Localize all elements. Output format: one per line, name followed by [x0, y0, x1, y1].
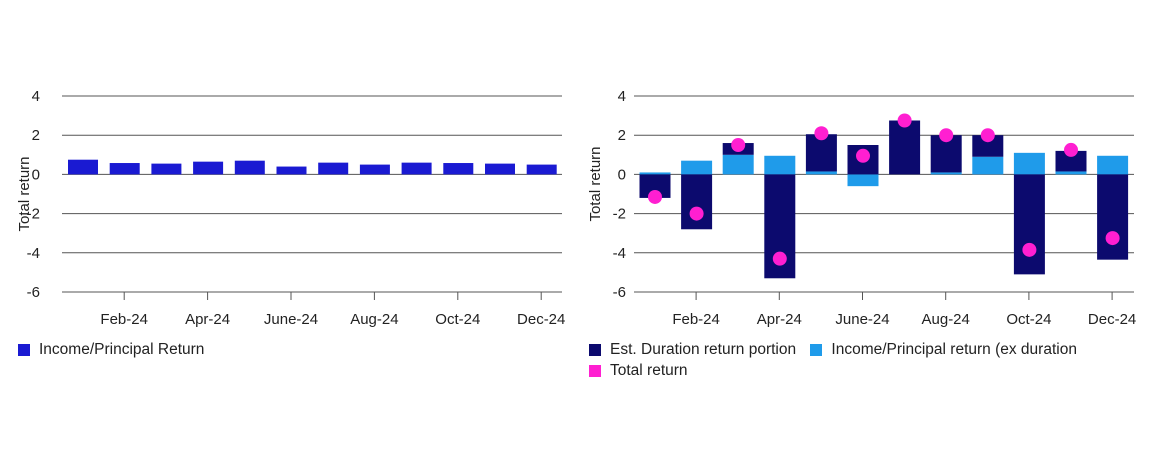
bar	[276, 166, 307, 175]
x-tick-label: Oct-24	[1006, 311, 1051, 328]
bar	[109, 163, 140, 175]
legend-label-total-return: Total return	[610, 362, 688, 379]
bar	[526, 164, 557, 175]
legend-swatch-income-principal	[18, 343, 30, 356]
legend-item-income-principal: Income/Principal Return	[18, 339, 204, 360]
y-axis-title: Total return	[16, 156, 33, 231]
bar	[805, 171, 837, 175]
y-tick-label: 2	[32, 127, 40, 144]
x-tick-label: Oct-24	[435, 311, 480, 328]
legend-label-income-ex-duration: Income/Principal return (ex duration	[831, 341, 1077, 358]
x-tick-label: Feb-24	[672, 311, 720, 328]
bar	[681, 174, 713, 230]
y-axis-title: Total return	[587, 146, 604, 221]
x-tick-label: Apr-24	[185, 311, 230, 328]
bar	[1055, 171, 1087, 175]
bar	[443, 163, 474, 175]
total-return-point	[856, 148, 870, 163]
x-tick-label: Feb-24	[100, 311, 148, 328]
legend-swatch-duration	[589, 343, 601, 356]
x-tick-label: Dec-24	[1088, 311, 1136, 328]
legend-item-income-ex-duration: Income/Principal return (ex duration	[810, 339, 1077, 360]
bar	[1097, 155, 1129, 175]
x-tick-label: Aug-24	[350, 311, 398, 328]
legend-right: Est. Duration return portion Income/Prin…	[589, 339, 1087, 381]
y-tick-label: -4	[27, 245, 40, 262]
total-return-point	[897, 113, 912, 128]
bar	[234, 160, 265, 175]
bar	[1013, 174, 1045, 275]
bar	[972, 135, 1004, 157]
legend-label-duration: Est. Duration return portion	[610, 341, 797, 358]
y-tick-label: 2	[618, 127, 626, 144]
legend-item-total-return: Total return	[589, 360, 688, 381]
y-tick-label: 0	[32, 166, 40, 183]
bar	[972, 156, 1004, 175]
legend-left: Income/Principal Return	[18, 339, 214, 360]
bar	[1097, 174, 1129, 260]
y-tick-label: 0	[618, 166, 626, 183]
y-tick-label: -6	[613, 284, 626, 301]
legend-label-income-principal: Income/Principal Return	[39, 341, 205, 358]
x-tick-label: Aug-24	[922, 311, 970, 328]
total-return-point	[1064, 142, 1078, 157]
bar	[68, 159, 98, 175]
bar	[930, 172, 962, 175]
y-tick-label: -4	[613, 245, 626, 262]
total-return-point	[1105, 231, 1120, 246]
bar	[401, 162, 432, 175]
y-tick-label: 4	[618, 88, 626, 105]
bar	[722, 154, 754, 175]
bar	[1055, 150, 1087, 172]
bar	[1013, 152, 1045, 175]
bar	[318, 162, 349, 175]
bar	[889, 120, 921, 175]
bar	[764, 155, 796, 175]
x-tick-label: June-24	[264, 311, 318, 328]
bar	[805, 134, 837, 172]
x-tick-label: Apr-24	[757, 311, 802, 328]
total-return-point	[689, 206, 704, 221]
total-return-point	[980, 128, 995, 143]
legend-item-duration: Est. Duration return portion	[589, 339, 796, 360]
bar	[847, 174, 879, 187]
legend-swatch-income-ex-duration	[810, 343, 823, 356]
chart-income-principal: 4 2 0 -2 -4 -6 Total return Feb-24 Apr-24 June-24…	[16, 88, 565, 328]
bar	[639, 174, 671, 198]
total-return-point	[814, 126, 829, 141]
y-tick-label: 4	[32, 88, 40, 105]
bar	[485, 163, 515, 175]
bar	[359, 164, 390, 175]
legend-swatch-total-return	[589, 364, 601, 377]
bar	[639, 172, 671, 175]
total-return-point	[648, 189, 662, 204]
bar	[193, 161, 224, 175]
total-return-point	[772, 251, 787, 266]
y-tick-label: -2	[613, 206, 626, 223]
chart-duration-breakdown: 4 2 0 -2 -4 -6 Total return Feb-24 Apr-24 June-24…	[587, 88, 1136, 328]
bar	[151, 163, 182, 175]
total-return-point	[731, 138, 746, 152]
x-tick-label: June-24	[835, 311, 889, 328]
y-tick-label: -6	[27, 284, 40, 301]
bar	[681, 160, 713, 175]
total-return-point	[939, 128, 954, 143]
x-tick-label: Dec-24	[517, 311, 565, 328]
y-tick-label: -2	[27, 206, 40, 223]
total-return-point	[1022, 242, 1037, 257]
